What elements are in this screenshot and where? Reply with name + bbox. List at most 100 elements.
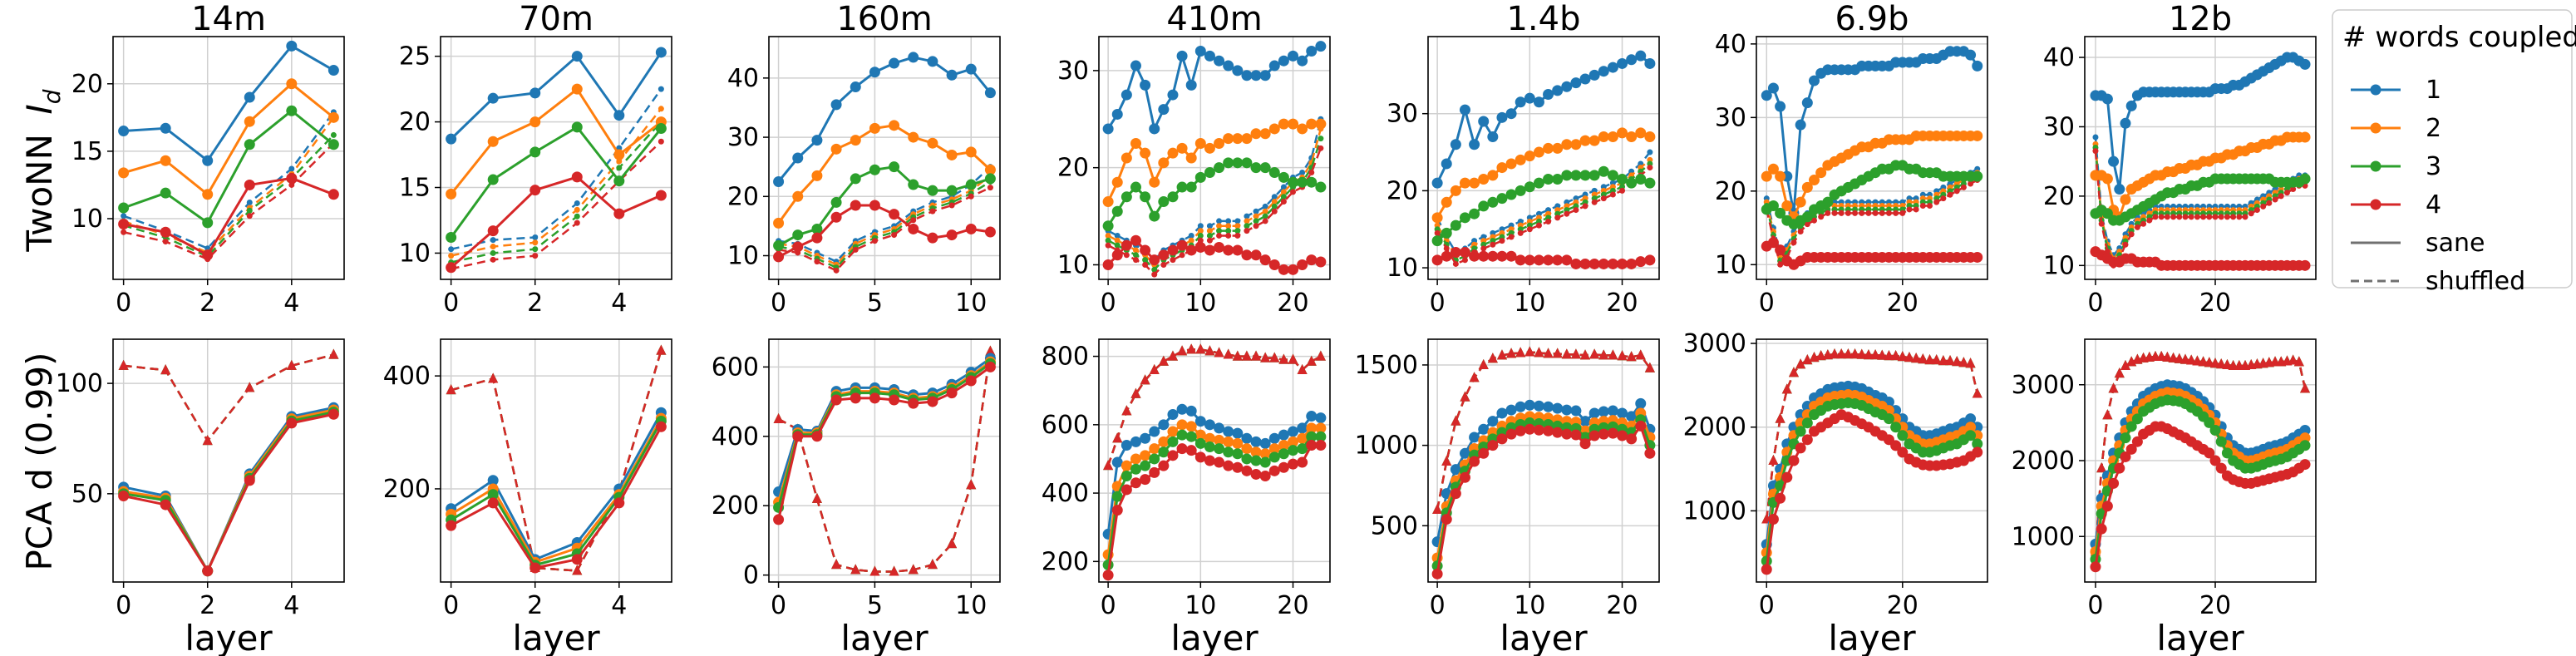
sane-series-3-point <box>1194 171 1206 183</box>
shuffled-series-4-point <box>1452 260 1459 267</box>
sane-series-2-point <box>1232 437 1244 449</box>
shuffled-series-4-point <box>1856 348 1867 359</box>
sane-series-1-point <box>1158 104 1170 116</box>
sane-series-2-point <box>1167 426 1179 437</box>
sane-series-4-point <box>1570 258 1582 269</box>
sane-series-1-point <box>1533 400 1544 412</box>
sane-series-2-point <box>1761 170 1772 182</box>
sane-series-1-point <box>1561 81 1573 92</box>
sane-series-3-point <box>2204 417 2215 428</box>
shuffled-series-4-point <box>891 232 898 239</box>
sane-series-4-point <box>1579 438 1591 450</box>
y-tick-label: 200 <box>1042 547 1089 576</box>
sane-series-1-point <box>1102 123 1114 135</box>
sane-series-4-point <box>202 565 214 577</box>
sane-series-3-point <box>1306 176 1318 188</box>
shuffled-series-4-point <box>1797 228 1804 234</box>
sane-series-3-point <box>1288 176 1299 188</box>
shuffled-series-4-point <box>1647 165 1653 171</box>
sane-series-4-point <box>1250 249 1262 261</box>
sane-series-4-point <box>286 172 298 184</box>
shuffled-series-4-point <box>288 181 295 188</box>
y-tick-label: 10 <box>2043 251 2075 280</box>
shuffled-series-4-point <box>2216 358 2227 369</box>
sane-series-1-point <box>1496 407 1508 419</box>
sane-series-4-point <box>1288 458 1299 470</box>
sane-series-3-point <box>1158 446 1170 458</box>
sane-series-1-point <box>1259 70 1271 81</box>
sane-series-4-point <box>946 387 958 399</box>
sane-series-3-point <box>1158 196 1170 208</box>
shuffled-series-4-point <box>1836 348 1847 359</box>
sane-series-4-point <box>2090 561 2101 573</box>
sane-series-4-point <box>927 396 938 407</box>
sane-series-4-point <box>571 554 583 565</box>
shuffled-series-4-point <box>1893 210 1899 216</box>
shuffled-series-4-point <box>1870 349 1881 360</box>
row-labels: TwoNN Id PCA d (0.99) <box>19 89 66 570</box>
sane-series-1-point <box>889 57 900 69</box>
sane-series-1-point <box>1450 464 1461 476</box>
sane-series-2-point <box>1781 200 1793 212</box>
shuffled-series-4-point <box>1132 257 1139 264</box>
shuffled-series-4-point <box>1945 355 1956 366</box>
shuffled-series-4-point <box>814 259 820 265</box>
axes-frame <box>440 338 672 583</box>
sane-series-2-point <box>1185 421 1197 432</box>
sane-series-3-point <box>1822 196 1834 208</box>
sane-series-3-point <box>1278 448 1289 460</box>
sane-series-2-point <box>908 131 919 143</box>
sane-series-3-point <box>1890 422 1902 433</box>
shuffled-series-4-point <box>2206 214 2213 220</box>
sane-series-4-point <box>1297 259 1308 270</box>
shuffled-series-4-point <box>1278 353 1289 364</box>
sane-series-1-point <box>1588 407 1600 419</box>
shuffled-series-4-point <box>1635 349 1646 360</box>
shuffled-series-4-point <box>1480 245 1487 252</box>
sane-series-2-point <box>850 135 861 146</box>
panel-70m-row-1: 0 2 4 200 400 layer <box>383 338 672 656</box>
shuffled-series-4-point <box>1216 232 1223 239</box>
shuffled-series-4-point <box>2236 214 2243 220</box>
sane-series-3-point <box>1579 170 1591 181</box>
sane-series-4-point <box>1140 474 1151 486</box>
sane-series-4-point <box>1543 425 1554 437</box>
sane-series-4-point <box>655 421 667 432</box>
sane-series-3-point <box>1214 443 1225 455</box>
sane-series-3-point <box>1268 167 1280 179</box>
sane-series-3-point <box>1469 208 1480 219</box>
shuffled-series-4-point <box>1515 347 1526 358</box>
shuffled-series-4-point <box>2176 214 2183 220</box>
plot-area <box>773 345 996 576</box>
shuffled-series-4-point <box>889 565 899 576</box>
x-tick-label: 0 <box>443 289 459 318</box>
sane-series-1-point <box>1130 60 1141 72</box>
sane-series-3-point <box>160 187 171 199</box>
shuffled-series-4-point <box>947 538 958 549</box>
y-tick-label: 400 <box>1042 479 1089 508</box>
sane-series-4-point <box>1176 239 1188 251</box>
sane-series-3-point <box>1130 181 1141 193</box>
sane-series-4-point <box>1459 471 1470 483</box>
shuffled-series-2-point <box>574 206 580 213</box>
panel-6.9b-row-1: 0 20 1000 2000 3000 layer <box>1683 329 1988 656</box>
shuffled-series-4-point <box>244 382 255 392</box>
shuffled-series-3-point <box>532 246 539 253</box>
sane-series-1-point <box>286 40 298 52</box>
shuffled-series-4-point <box>1815 350 1826 361</box>
shuffled-series-4-point <box>2204 357 2214 367</box>
sane-series-1-point <box>1194 416 1206 427</box>
sane-series-4-point <box>2209 455 2221 466</box>
sane-series-4-point <box>1431 254 1443 266</box>
shuffled-series-4-point <box>850 564 861 575</box>
sane-series-4-point <box>1588 430 1600 441</box>
shuffled-series-4-point <box>1947 191 1953 198</box>
shuffled-series-3-point <box>616 165 623 171</box>
shuffled-series-4-point <box>1206 237 1213 244</box>
shuffled-series-4-point <box>1845 210 1851 216</box>
shuffled-series-4-point <box>1885 210 1892 216</box>
shuffled-series-1-point <box>1262 203 1268 210</box>
shuffled-series-3-point <box>1271 203 1278 210</box>
sane-series-3-point <box>1241 453 1253 465</box>
panel-title: 12b <box>2169 0 2232 38</box>
